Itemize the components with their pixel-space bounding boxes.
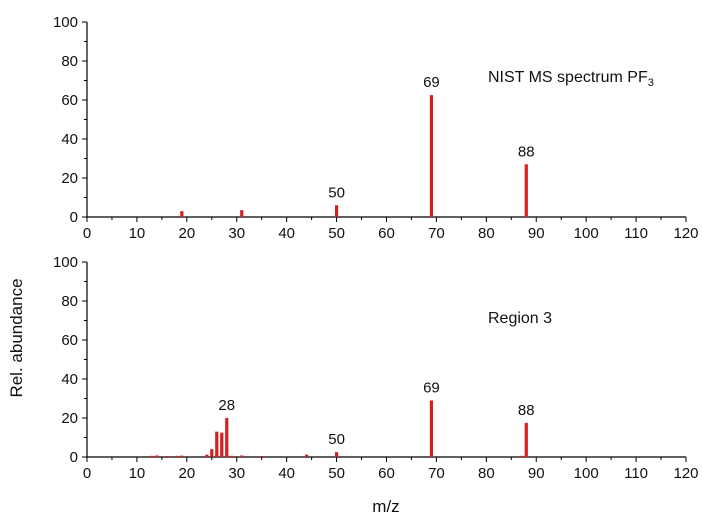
x-tick-label: 40 xyxy=(278,465,295,482)
x-tick-label: 20 xyxy=(178,225,195,242)
peak-label-mz-50: 50 xyxy=(328,184,345,201)
peak-bar-mz-31 xyxy=(240,455,244,457)
y-tick-label: 80 xyxy=(61,53,78,70)
x-tick-label: 50 xyxy=(328,225,345,242)
y-tick-label: 0 xyxy=(70,449,78,466)
x-tick-label: 10 xyxy=(129,225,146,242)
peak-bar-mz-88 xyxy=(524,164,528,217)
peak-bar-mz-19 xyxy=(180,211,184,217)
peak-bar-mz-13 xyxy=(150,455,154,457)
peak-bar-mz-88 xyxy=(524,422,528,457)
peak-bar-mz-14 xyxy=(155,455,159,457)
peak-bar-mz-50 xyxy=(334,452,339,457)
peak-label-mz-28: 28 xyxy=(218,397,235,414)
x-tick-label: 90 xyxy=(528,225,545,242)
peak-bar-mz-29 xyxy=(230,455,234,457)
x-tick-label: 0 xyxy=(83,225,91,242)
x-tick-label: 40 xyxy=(278,225,295,242)
x-tick-label: 80 xyxy=(478,465,495,482)
x-tick-label: 120 xyxy=(673,465,698,482)
peak-bar-mz-69 xyxy=(429,95,434,217)
x-tick-label: 30 xyxy=(228,225,245,242)
panel-annotation: Region 3 xyxy=(488,310,552,327)
y-tick-label: 40 xyxy=(61,371,78,388)
x-tick-label: 60 xyxy=(378,225,395,242)
y-axis-label: Rel. abundance xyxy=(7,278,26,397)
y-tick-label: 40 xyxy=(61,131,78,148)
x-tick-label: 70 xyxy=(428,465,445,482)
peak-bar-mz-18 xyxy=(175,455,179,457)
x-tick-label: 60 xyxy=(378,465,395,482)
x-tick-label: 30 xyxy=(228,465,245,482)
peak-label-mz-69: 69 xyxy=(423,379,440,396)
peak-bar-mz-31 xyxy=(240,210,244,217)
peak-label-mz-69: 69 xyxy=(423,74,440,91)
peak-bar-mz-69 xyxy=(429,400,434,457)
chart-panels: 0 10 20 30 40 50 60 70 80 90 100 110 120020406080100… xyxy=(53,14,699,482)
peak-bar-mz-16 xyxy=(165,456,169,457)
peak-bar-mz-50 xyxy=(334,205,339,217)
peak-bar-mz-28 xyxy=(225,418,229,457)
x-tick-label: 80 xyxy=(478,225,495,242)
peak-bar-mz-24 xyxy=(205,454,209,457)
x-tick-label: 120 xyxy=(673,225,698,242)
x-tick-label: 100 xyxy=(574,465,599,482)
y-tick-label: 0 xyxy=(70,209,78,226)
peak-bar-mz-26 xyxy=(215,431,219,457)
peak-bar-mz-19 xyxy=(180,455,184,457)
spectrum-panel-1: 0 10 20 30 40 50 60 70 80 90 100 110 120 0 20 40 60 80 100… xyxy=(53,14,699,242)
x-tick-label: 50 xyxy=(328,465,345,482)
y-tick-label: 60 xyxy=(61,92,78,109)
peak-bar-mz-87 xyxy=(519,455,523,457)
y-tick-label: 100 xyxy=(53,254,78,271)
x-tick-label: 90 xyxy=(528,465,545,482)
x-tick-label: 110 xyxy=(624,465,648,482)
y-tick-label: 20 xyxy=(61,170,78,187)
y-tick-label: 80 xyxy=(61,293,78,310)
x-tick-label: 0 xyxy=(83,465,91,482)
x-tick-label: 70 xyxy=(428,225,445,242)
x-tick-label: 100 xyxy=(574,225,599,242)
peak-label-mz-88: 88 xyxy=(518,143,535,160)
x-tick-label: 20 xyxy=(178,465,195,482)
peak-bar-mz-25 xyxy=(210,449,214,457)
peak-bar-mz-27 xyxy=(220,432,224,457)
y-tick-label: 100 xyxy=(53,14,78,31)
peak-bar-mz-35 xyxy=(260,456,264,457)
panel-annotation: NIST MS spectrum PF3 xyxy=(488,69,654,89)
y-tick-label: 60 xyxy=(61,332,78,349)
x-axis-label: m/z xyxy=(372,497,399,516)
peak-label-mz-88: 88 xyxy=(518,402,535,419)
spectrum-panel-2: 0 10 20 30 40 50 60 70 80 90 100 110 120 0 20 40 60 80 100… xyxy=(53,254,699,482)
x-tick-label: 110 xyxy=(624,225,648,242)
peak-bar-mz-44 xyxy=(305,454,309,457)
peak-label-mz-50: 50 xyxy=(328,431,345,448)
x-tick-label: 10 xyxy=(129,465,146,482)
y-tick-label: 20 xyxy=(61,410,78,427)
